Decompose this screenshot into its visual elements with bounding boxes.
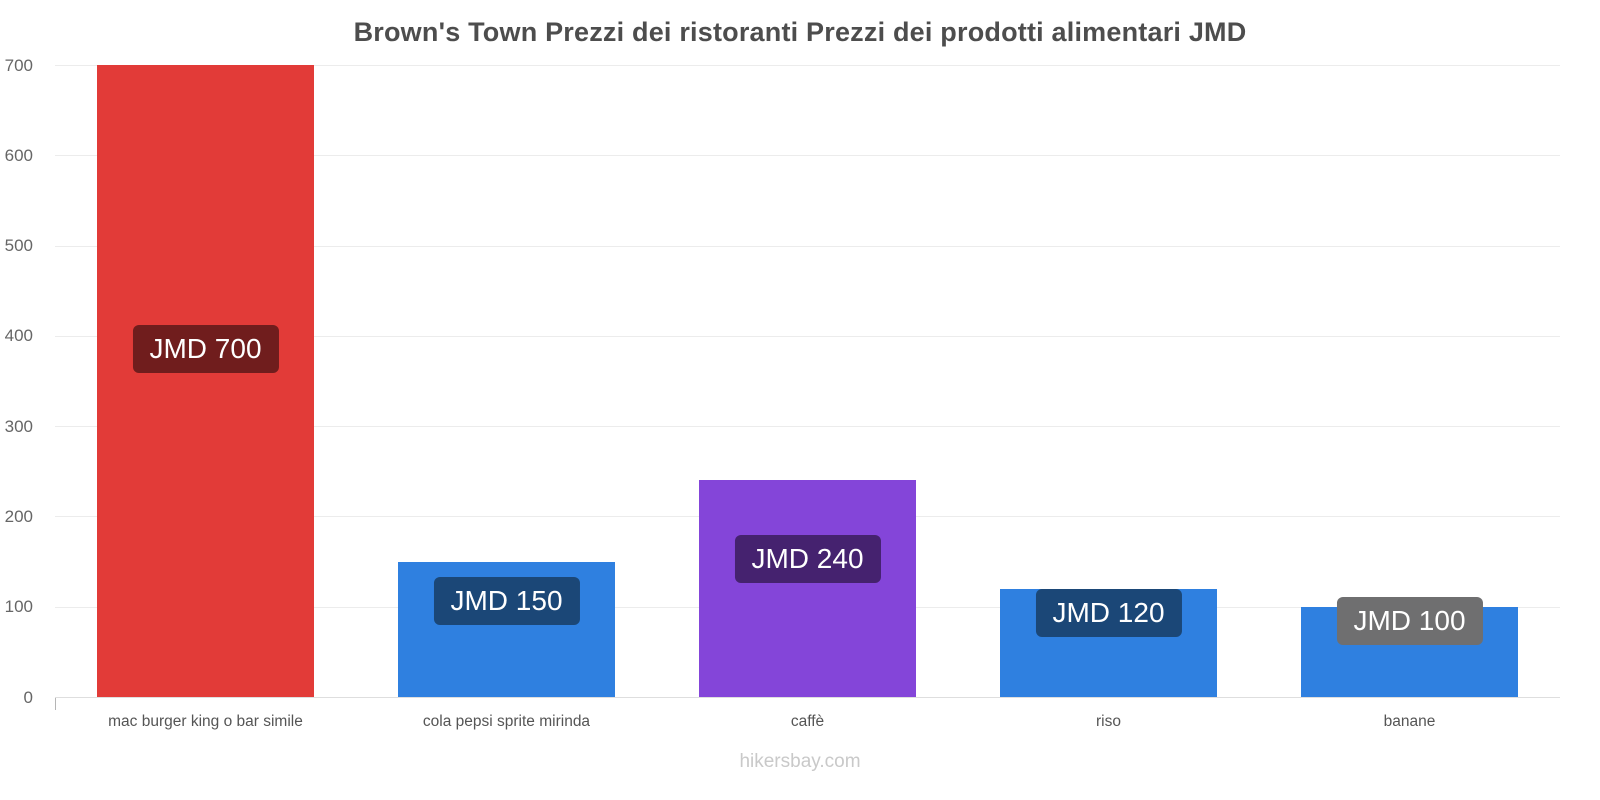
y-tick-label-0: 0 (23, 687, 33, 707)
x-category-label-2: cola pepsi sprite mirinda (422, 713, 591, 730)
value-badge-2: JMD 150 (433, 577, 580, 626)
gridline-0: 0 (24, 688, 1560, 707)
x-axis-labels: mac burger king o bar simile cola pepsi s… (55, 713, 1560, 731)
y-tick-label-100: 100 (4, 597, 33, 617)
value-badge-5: JMD 100 (1336, 597, 1483, 646)
gridline-700: 700 (5, 56, 1560, 75)
plot-area: 0 100 200 300 400 500 600 700 JMD 700 JMD 150 JMD … (5, 56, 1560, 710)
y-tick-label-600: 600 (4, 145, 33, 165)
gridline-600: 600 (5, 146, 1560, 165)
gridline-400: 400 (5, 326, 1560, 345)
y-tick-label-700: 700 (4, 55, 33, 75)
value-badge-4: JMD 120 (1035, 589, 1182, 638)
x-category-label-5: banane (1383, 713, 1436, 730)
value-badge-3: JMD 240 (734, 534, 881, 583)
x-category-label-1: mac burger king o bar simile (108, 713, 303, 730)
bar-1[interactable] (97, 65, 314, 697)
bar-3[interactable] (699, 480, 916, 697)
x-category-label-4: riso (1096, 713, 1121, 730)
value-badge-1: JMD 700 (132, 325, 279, 374)
gridline-300: 300 (5, 417, 1560, 436)
x-axis-origin-tick (55, 697, 56, 710)
footer-watermark-link[interactable]: hikersbay.com (739, 751, 861, 772)
y-tick-label-200: 200 (4, 506, 33, 526)
gridline-500: 500 (5, 236, 1560, 255)
y-tick-label-400: 400 (4, 326, 33, 346)
x-category-label-3: caffè (790, 713, 825, 730)
y-tick-label-300: 300 (4, 416, 33, 436)
chart-title: Brown's Town Prezzi dei ristoranti Prezz… (353, 17, 1247, 47)
y-tick-label-500: 500 (4, 236, 33, 256)
